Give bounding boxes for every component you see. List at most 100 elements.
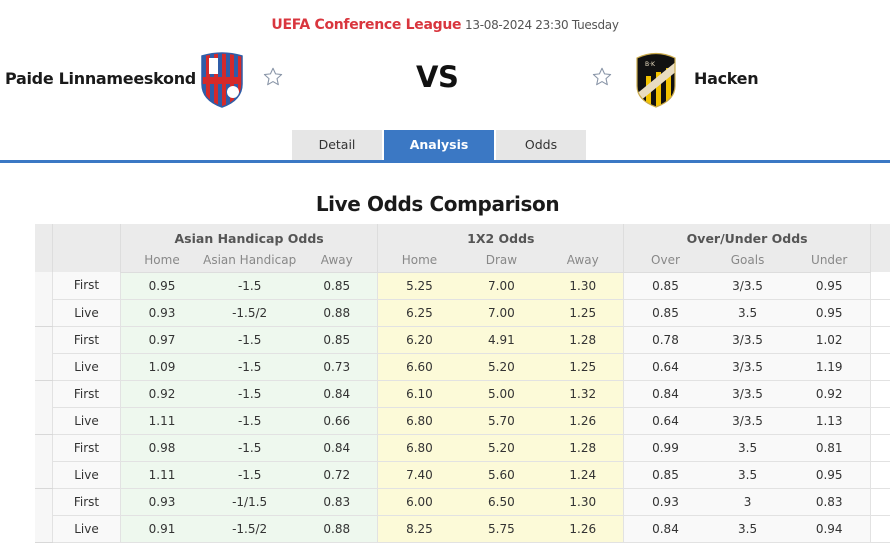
odds-cell-ah-home[interactable]: 0.92 xyxy=(120,380,204,408)
odds-cell-ah-away[interactable]: 0.83 xyxy=(296,488,379,516)
odds-cell-ah-home[interactable]: 1.09 xyxy=(120,353,204,381)
odds-cell-1x2-away[interactable]: 1.26 xyxy=(542,407,625,435)
odds-cell-ah-away[interactable]: 0.73 xyxy=(296,353,379,381)
away-team-logo-icon[interactable]: B·K xyxy=(632,50,680,108)
odds-cell-1x2-draw[interactable]: 5.20 xyxy=(460,434,543,462)
odds-cell-ah-handicap[interactable]: -1.5 xyxy=(203,461,297,489)
odds-cell-1x2-home[interactable]: 6.25 xyxy=(377,299,461,327)
odds-cell-ou-under[interactable]: 0.92 xyxy=(788,380,871,408)
favorite-star-icon-home[interactable] xyxy=(262,66,284,88)
odds-cell-1x2-away[interactable]: 1.28 xyxy=(542,326,625,354)
odds-cell-1x2-draw[interactable]: 5.75 xyxy=(460,515,543,543)
odds-cell-ou-over[interactable]: 0.85 xyxy=(623,461,707,489)
odds-cell-ah-away[interactable]: 0.72 xyxy=(296,461,379,489)
odds-cell-ou-over[interactable]: 0.64 xyxy=(623,407,707,435)
odds-cell-1x2-away[interactable]: 1.28 xyxy=(542,434,625,462)
odds-cell-ah-home[interactable]: 0.93 xyxy=(120,488,204,516)
odds-cell-ou-goals[interactable]: 3.5 xyxy=(706,461,789,489)
odds-cell-1x2-home[interactable]: 8.25 xyxy=(377,515,461,543)
odds-cell-ah-handicap[interactable]: -1.5 xyxy=(203,407,297,435)
odds-cell-ah-home[interactable]: 0.98 xyxy=(120,434,204,462)
odds-cell-ou-over[interactable]: 0.84 xyxy=(623,515,707,543)
tab-detail[interactable]: Detail xyxy=(292,130,382,160)
odds-cell-ou-under[interactable]: 0.81 xyxy=(788,434,871,462)
odds-cell-1x2-away[interactable]: 1.25 xyxy=(542,353,625,381)
odds-cell-1x2-draw[interactable]: 5.00 xyxy=(460,380,543,408)
odds-cell-ah-away[interactable]: 0.84 xyxy=(296,380,379,408)
odds-cell-ah-handicap[interactable]: -1.5/2 xyxy=(203,299,297,327)
odds-cell-ou-goals[interactable]: 3 xyxy=(706,488,789,516)
odds-cell-1x2-away[interactable]: 1.24 xyxy=(542,461,625,489)
odds-cell-ah-away[interactable]: 0.85 xyxy=(296,272,379,300)
odds-cell-1x2-home[interactable]: 6.10 xyxy=(377,380,461,408)
home-team-name[interactable]: Paide Linnameeskond xyxy=(5,69,196,88)
odds-cell-ah-handicap[interactable]: -1.5 xyxy=(203,353,297,381)
odds-cell-ah-handicap[interactable]: -1.5/2 xyxy=(203,515,297,543)
odds-cell-1x2-away[interactable]: 1.25 xyxy=(542,299,625,327)
favorite-star-icon-away[interactable] xyxy=(591,66,613,88)
odds-cell-ah-away[interactable]: 0.88 xyxy=(296,299,379,327)
odds-cell-ou-under[interactable]: 1.13 xyxy=(788,407,871,435)
odds-cell-ah-home[interactable]: 0.95 xyxy=(120,272,204,300)
tab-analysis[interactable]: Analysis xyxy=(384,130,494,160)
odds-cell-1x2-draw[interactable]: 7.00 xyxy=(460,299,543,327)
tab-odds[interactable]: Odds xyxy=(496,130,586,160)
odds-cell-ou-over[interactable]: 0.85 xyxy=(623,272,707,300)
odds-cell-ou-over[interactable]: 0.85 xyxy=(623,299,707,327)
odds-cell-ou-under[interactable]: 1.19 xyxy=(788,353,871,381)
away-team-name[interactable]: Hacken xyxy=(694,69,759,88)
odds-cell-ou-under[interactable]: 0.95 xyxy=(788,272,871,300)
odds-cell-ou-over[interactable]: 0.84 xyxy=(623,380,707,408)
odds-cell-ou-under[interactable]: 0.83 xyxy=(788,488,871,516)
odds-cell-1x2-draw[interactable]: 5.60 xyxy=(460,461,543,489)
odds-cell-ah-away[interactable]: 0.88 xyxy=(296,515,379,543)
odds-cell-ou-goals[interactable]: 3/3.5 xyxy=(706,272,789,300)
odds-cell-ah-handicap[interactable]: -1.5 xyxy=(203,272,297,300)
odds-cell-ou-under[interactable]: 1.02 xyxy=(788,326,871,354)
odds-cell-ou-goals[interactable]: 3/3.5 xyxy=(706,407,789,435)
odds-cell-ou-over[interactable]: 0.78 xyxy=(623,326,707,354)
odds-cell-ah-home[interactable]: 0.93 xyxy=(120,299,204,327)
odds-cell-ah-home[interactable]: 1.11 xyxy=(120,461,204,489)
odds-cell-ou-goals[interactable]: 3/3.5 xyxy=(706,326,789,354)
odds-cell-1x2-away[interactable]: 1.26 xyxy=(542,515,625,543)
odds-cell-ah-home[interactable]: 0.97 xyxy=(120,326,204,354)
home-team-logo-icon[interactable] xyxy=(198,50,246,108)
odds-cell-ou-under[interactable]: 0.95 xyxy=(788,461,871,489)
odds-cell-1x2-away[interactable]: 1.30 xyxy=(542,488,625,516)
odds-cell-ah-away[interactable]: 0.84 xyxy=(296,434,379,462)
odds-cell-ou-over[interactable]: 0.93 xyxy=(623,488,707,516)
odds-cell-ah-handicap[interactable]: -1/1.5 xyxy=(203,488,297,516)
odds-cell-ah-away[interactable]: 0.85 xyxy=(296,326,379,354)
odds-cell-ou-over[interactable]: 0.64 xyxy=(623,353,707,381)
odds-cell-ou-under[interactable]: 0.94 xyxy=(788,515,871,543)
league-name[interactable]: UEFA Conference League xyxy=(271,17,462,33)
odds-cell-1x2-draw[interactable]: 7.00 xyxy=(460,272,543,300)
odds-cell-1x2-draw[interactable]: 5.20 xyxy=(460,353,543,381)
odds-cell-1x2-draw[interactable]: 4.91 xyxy=(460,326,543,354)
odds-cell-ah-handicap[interactable]: -1.5 xyxy=(203,380,297,408)
odds-cell-1x2-home[interactable]: 6.00 xyxy=(377,488,461,516)
odds-cell-ah-handicap[interactable]: -1.5 xyxy=(203,326,297,354)
odds-cell-1x2-away[interactable]: 1.30 xyxy=(542,272,625,300)
odds-cell-1x2-home[interactable]: 6.20 xyxy=(377,326,461,354)
odds-cell-ah-home[interactable]: 0.91 xyxy=(120,515,204,543)
odds-cell-1x2-home[interactable]: 6.80 xyxy=(377,434,461,462)
odds-cell-ou-goals[interactable]: 3.5 xyxy=(706,299,789,327)
odds-cell-1x2-home[interactable]: 7.40 xyxy=(377,461,461,489)
odds-cell-ou-goals[interactable]: 3.5 xyxy=(706,515,789,543)
odds-cell-ou-under[interactable]: 0.95 xyxy=(788,299,871,327)
odds-cell-ou-goals[interactable]: 3/3.5 xyxy=(706,380,789,408)
odds-cell-ah-home[interactable]: 1.11 xyxy=(120,407,204,435)
odds-cell-ou-over[interactable]: 0.99 xyxy=(623,434,707,462)
odds-cell-1x2-home[interactable]: 6.80 xyxy=(377,407,461,435)
odds-cell-ou-goals[interactable]: 3/3.5 xyxy=(706,353,789,381)
odds-cell-ah-handicap[interactable]: -1.5 xyxy=(203,434,297,462)
odds-cell-1x2-draw[interactable]: 6.50 xyxy=(460,488,543,516)
odds-cell-1x2-away[interactable]: 1.32 xyxy=(542,380,625,408)
odds-cell-1x2-draw[interactable]: 5.70 xyxy=(460,407,543,435)
odds-cell-1x2-home[interactable]: 6.60 xyxy=(377,353,461,381)
odds-cell-ah-away[interactable]: 0.66 xyxy=(296,407,379,435)
odds-cell-ou-goals[interactable]: 3.5 xyxy=(706,434,789,462)
odds-cell-1x2-home[interactable]: 5.25 xyxy=(377,272,461,300)
